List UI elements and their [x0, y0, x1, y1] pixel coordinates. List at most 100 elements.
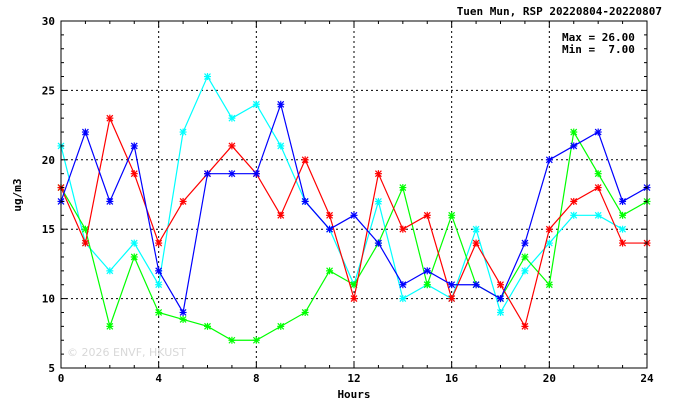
data-point: [448, 211, 456, 219]
data-point: [301, 197, 309, 205]
data-point: [497, 281, 504, 289]
series-layer: [57, 73, 651, 344]
data-point: [179, 197, 187, 205]
data-point: [106, 114, 114, 122]
data-point: [179, 128, 187, 136]
data-point: [594, 128, 602, 136]
data-point: [326, 225, 334, 233]
data-point: [301, 308, 309, 316]
data-point: [619, 211, 627, 219]
x-axis-label: Hours: [337, 388, 370, 401]
data-point: [130, 253, 138, 261]
data-point: [204, 322, 211, 330]
y-tick-label: 15: [42, 223, 55, 236]
data-point: [521, 322, 529, 330]
data-point: [228, 170, 236, 178]
y-tick-label: 25: [42, 84, 55, 97]
data-point: [545, 281, 553, 289]
data-point: [374, 170, 382, 178]
data-point: [106, 322, 114, 330]
data-point: [594, 211, 602, 219]
data-point: [204, 170, 211, 178]
series-1: [57, 73, 627, 316]
data-point: [277, 100, 285, 108]
y-axis-label: ug/m3: [11, 178, 24, 211]
grid-lines: [61, 21, 647, 368]
data-point: [228, 336, 236, 344]
data-point: [472, 281, 480, 289]
data-point: [374, 239, 382, 247]
data-point: [570, 197, 578, 205]
data-point: [228, 142, 236, 150]
data-point: [277, 142, 285, 150]
data-point: [374, 197, 382, 205]
data-point: [423, 211, 431, 219]
x-tick-label: 24: [640, 372, 654, 385]
data-point: [545, 156, 553, 164]
data-point: [106, 197, 114, 205]
min-label: Min = 7.00: [562, 43, 635, 56]
data-point: [277, 211, 285, 219]
x-tick-label: 8: [253, 372, 260, 385]
data-point: [130, 239, 138, 247]
data-point: [570, 211, 578, 219]
data-point: [252, 170, 260, 178]
data-point: [106, 267, 114, 275]
y-tick-label: 5: [48, 362, 55, 375]
data-point: [472, 225, 480, 233]
data-point: [179, 315, 187, 323]
y-tick-label: 30: [42, 15, 55, 28]
data-point: [448, 281, 456, 289]
data-point: [228, 114, 236, 122]
data-point: [521, 239, 529, 247]
series-2: [57, 128, 651, 344]
tick-labels: 0 4 8 12 16 20 24 5 10 15 20 25 30: [42, 15, 654, 385]
data-point: [326, 267, 334, 275]
data-point: [81, 128, 89, 136]
data-point: [570, 142, 578, 150]
series-line: [60, 75, 623, 314]
y-tick-label: 10: [42, 293, 55, 306]
watermark: © 2026 ENVF, HKUST: [67, 346, 186, 359]
plot-frame: [60, 20, 648, 369]
max-label: Max = 26.00: [562, 31, 635, 44]
x-tick-label: 20: [543, 372, 556, 385]
data-point: [350, 295, 358, 303]
data-point: [472, 239, 480, 247]
data-point: [399, 281, 407, 289]
data-point: [497, 295, 504, 303]
x-tick-label: 12: [347, 372, 360, 385]
data-point: [81, 239, 89, 247]
data-point: [423, 267, 431, 275]
data-point: [81, 225, 89, 233]
axis-ticks: [60, 20, 648, 369]
data-point: [594, 170, 602, 178]
data-point: [423, 281, 431, 289]
data-point: [545, 225, 553, 233]
data-point: [399, 184, 407, 192]
data-point: [155, 281, 163, 289]
data-point: [326, 211, 334, 219]
chart-title: Tuen Mun, RSP 20220804-20220807: [457, 5, 662, 18]
data-point: [130, 170, 138, 178]
x-tick-label: 0: [58, 372, 65, 385]
data-point: [448, 295, 456, 303]
data-point: [399, 225, 407, 233]
data-point: [277, 322, 285, 330]
data-point: [545, 239, 553, 247]
data-point: [570, 128, 578, 136]
data-point: [399, 295, 407, 303]
data-point: [619, 197, 627, 205]
data-point: [179, 308, 187, 316]
data-point: [497, 308, 504, 316]
data-point: [350, 211, 358, 219]
data-point: [155, 267, 163, 275]
data-point: [594, 184, 602, 192]
data-point: [619, 225, 627, 233]
data-point: [521, 253, 529, 261]
data-point: [619, 239, 627, 247]
data-point: [204, 73, 211, 81]
x-tick-label: 4: [155, 372, 162, 385]
data-point: [130, 142, 138, 150]
